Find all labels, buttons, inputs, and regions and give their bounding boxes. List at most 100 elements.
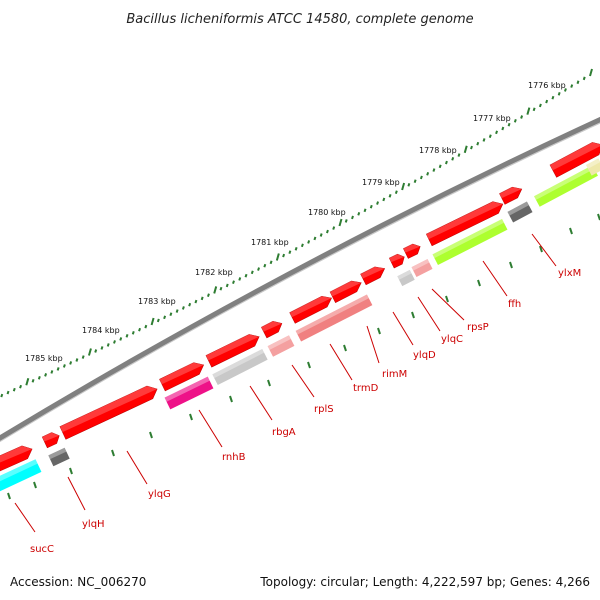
major-tick [87, 348, 92, 356]
gene-feature [205, 334, 260, 368]
major-tick [150, 317, 155, 326]
major-tick [213, 286, 218, 294]
gene-feature [411, 259, 433, 277]
gene-feature [432, 218, 508, 266]
minor-tick [319, 233, 323, 237]
gene-label: ylqC [441, 334, 463, 345]
minor-tick [332, 226, 336, 230]
minor-tick [570, 84, 574, 88]
gene-features [0, 142, 600, 495]
major-tick [589, 68, 593, 77]
minor-tick [257, 267, 261, 271]
minor-tick [100, 346, 104, 350]
minor-tick [476, 141, 480, 146]
gene-feature [586, 158, 600, 176]
minor-tick [50, 370, 54, 374]
minor-tick [31, 378, 35, 383]
scale-label: 1778 kbp [419, 146, 457, 155]
minor-tick [106, 343, 110, 347]
genome-backbone [0, 116, 600, 441]
minor-tick [344, 219, 348, 223]
gene-label: ffh [508, 299, 521, 310]
minor-tick [488, 134, 492, 138]
gene-label: ylqG [148, 489, 171, 500]
scale-label: 1784 kbp [82, 326, 120, 335]
minor-tick [19, 384, 23, 389]
scale-label: 1779 kbp [362, 178, 400, 187]
genome-summary-text: Topology: circular; Length: 4,222,597 bp… [259, 575, 590, 589]
gene-feature [425, 201, 504, 247]
minor-tick [119, 337, 123, 341]
gene-feature [0, 459, 42, 495]
minor-tick [113, 340, 116, 344]
minor-tick [94, 349, 98, 353]
genome-backbone-shadow [0, 121, 600, 443]
inner-tick [189, 413, 193, 421]
gene-feature [159, 362, 205, 392]
gene-label: rnhB [222, 452, 246, 463]
minor-tick [12, 387, 16, 392]
minor-tick [551, 95, 555, 100]
gene-leader-line [126, 450, 148, 485]
gene-feature [289, 296, 332, 324]
inner-tick [445, 295, 449, 303]
major-tick [338, 218, 343, 227]
gene-feature [212, 348, 268, 386]
gene-leader-line [392, 311, 414, 346]
minor-tick [169, 312, 173, 317]
gene-label: rplS [314, 404, 334, 415]
minor-tick [413, 179, 417, 183]
gene-leader-line [67, 476, 86, 511]
inner-tick [477, 279, 481, 287]
minor-tick [131, 330, 135, 335]
minor-tick [250, 270, 254, 275]
inner-tick [149, 431, 153, 439]
gene-feature [360, 266, 386, 286]
minor-tick [69, 361, 73, 365]
inner-tick [267, 379, 271, 387]
gene-label: rpsP [467, 322, 489, 333]
gene-feature [59, 385, 158, 440]
minor-tick [351, 215, 354, 220]
gene-leader-line [417, 296, 441, 332]
minor-tick [156, 318, 160, 323]
major-tick [401, 182, 406, 191]
gene-feature [164, 376, 214, 410]
gene-feature [267, 335, 295, 357]
gene-leader-line [249, 385, 273, 421]
minor-tick [294, 246, 298, 251]
scale-labels: 1776 kbp 1777 kbp 1778 kbp 1779 kbp 1780 kbp… [25, 81, 566, 363]
minor-tick [419, 175, 423, 180]
minor-tick [482, 138, 486, 142]
gene-feature [0, 445, 33, 474]
gene-label: ylqD [413, 350, 436, 361]
gene-leader-line [482, 260, 508, 297]
minor-tick [244, 273, 248, 278]
minor-tick [501, 126, 505, 131]
minor-tick [582, 76, 586, 81]
minor-tick [138, 327, 142, 332]
gene-feature [549, 142, 600, 178]
scale-label: 1782 kbp [195, 268, 233, 277]
gene-leader-line [291, 364, 315, 398]
gene-feature [499, 186, 523, 205]
scale-label: 1783 kbp [138, 297, 176, 306]
minor-tick [269, 260, 273, 265]
gene-label: trmD [353, 383, 379, 394]
minor-tick [313, 236, 317, 241]
gene-leader-line [366, 325, 380, 364]
minor-tick [200, 296, 204, 301]
minor-tick [457, 153, 461, 157]
gene-feature [41, 432, 60, 449]
minor-tick [37, 376, 41, 380]
minor-tick [62, 364, 66, 368]
gene-feature [507, 201, 533, 223]
minor-tick [576, 80, 580, 85]
minor-tick [56, 367, 60, 371]
minor-tick [238, 277, 242, 281]
minor-tick [232, 280, 235, 285]
minor-tick [451, 157, 455, 161]
minor-tick [188, 302, 192, 307]
inner-tick [69, 467, 73, 475]
minor-tick [206, 293, 210, 297]
